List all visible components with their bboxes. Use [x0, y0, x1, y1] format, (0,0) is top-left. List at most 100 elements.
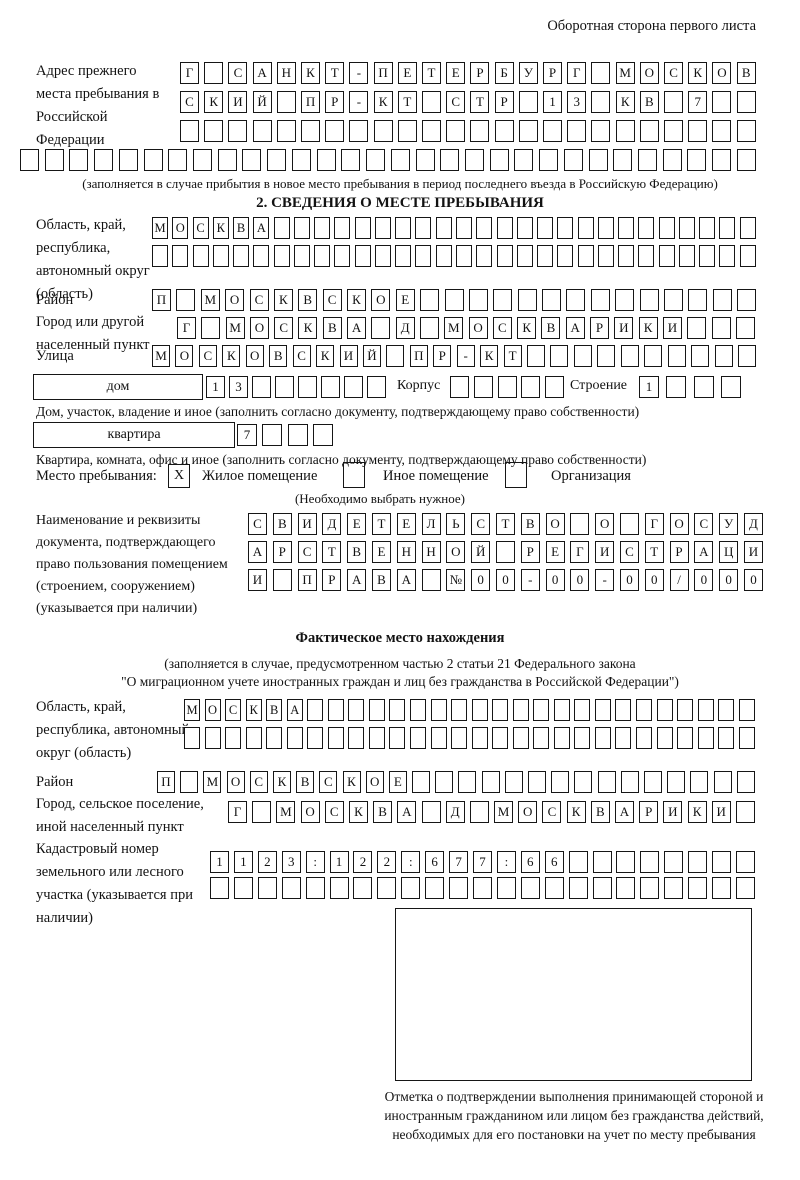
char-box: И [228, 91, 248, 113]
char-box [738, 699, 755, 721]
char-box [316, 149, 336, 171]
char-box: С [249, 771, 268, 793]
char-box [570, 513, 590, 535]
stroenie-label: Строение [570, 378, 628, 393]
char-box: С [249, 289, 269, 311]
char-box: 2 [257, 851, 277, 873]
char-box [504, 771, 523, 793]
char-box [401, 877, 421, 899]
char-box: Е [397, 62, 417, 84]
char-box [276, 120, 296, 142]
char-box [293, 217, 310, 239]
char-box: О [712, 62, 732, 84]
char-box: 1 [210, 851, 229, 873]
char-box [210, 877, 229, 899]
char-box: Н [421, 541, 441, 563]
char-box [616, 851, 636, 873]
char-box [446, 120, 466, 142]
char-box [639, 120, 659, 142]
char-box [298, 376, 317, 398]
char-box [557, 245, 574, 267]
char-box: К [615, 91, 635, 113]
house-caption: Дом, участок, владение и иное (заполнить… [36, 404, 640, 419]
char-box [720, 376, 741, 398]
char-box: В [296, 771, 315, 793]
char-box [252, 120, 272, 142]
prev-address-row-4 [20, 149, 756, 171]
char-box: В [347, 541, 367, 563]
char-box [281, 877, 301, 899]
char-box [551, 771, 570, 793]
char-box [620, 771, 639, 793]
char-box [495, 541, 515, 563]
char-box: Й [252, 91, 272, 113]
char-box [594, 727, 611, 749]
char-box: О [172, 217, 189, 239]
char-box: А [615, 801, 634, 823]
char-box [435, 245, 452, 267]
char-box [471, 699, 488, 721]
char-box [539, 149, 559, 171]
char-box: П [409, 345, 428, 367]
char-box [588, 149, 608, 171]
char-box [44, 149, 64, 171]
char-box [711, 317, 731, 339]
char-box: О [595, 513, 615, 535]
char-box [180, 120, 199, 142]
char-box: У [518, 62, 538, 84]
char-box: К [342, 771, 361, 793]
char-box: Н [276, 62, 296, 84]
char-box: Р [543, 62, 563, 84]
char-box [410, 727, 427, 749]
char-box [275, 376, 294, 398]
prev-address-caption: (заполняется в случае прибытия в новое м… [82, 176, 718, 191]
char-box: О [249, 317, 269, 339]
char-box [327, 727, 344, 749]
char-box [496, 217, 513, 239]
char-box [690, 771, 709, 793]
char-box: В [269, 345, 288, 367]
house-wide-box: дом [33, 374, 203, 400]
stay-note: (Необходимо выбрать нужное) [294, 491, 466, 506]
char-box: 3 [281, 851, 301, 873]
char-box: С [542, 801, 562, 823]
char-box: М [615, 62, 635, 84]
char-box [735, 317, 755, 339]
char-box: 6 [520, 851, 540, 873]
char-box: К [373, 91, 393, 113]
char-box: У [719, 513, 739, 535]
char-box [430, 727, 447, 749]
char-box: С [225, 699, 242, 721]
char-box [591, 62, 611, 84]
char-box [471, 727, 488, 749]
char-box: Т [644, 541, 664, 563]
char-box [253, 245, 270, 267]
char-box [550, 345, 569, 367]
char-box [712, 91, 732, 113]
char-box [212, 245, 229, 267]
char-box: 6 [425, 851, 445, 873]
char-box: Ц [719, 541, 739, 563]
char-box [678, 245, 695, 267]
char-box: Ь [446, 513, 466, 535]
char-box [422, 120, 442, 142]
char-box [470, 120, 490, 142]
char-box [374, 245, 391, 267]
char-box: О [245, 345, 264, 367]
stroenie-row: 1 [639, 376, 741, 398]
char-box: С [180, 91, 199, 113]
char-box [496, 877, 516, 899]
char-box: 0 [471, 569, 491, 591]
char-box: Т [325, 62, 345, 84]
char-box [449, 877, 469, 899]
actual-city-label: Город, сельское поселение, иной населенн… [36, 796, 204, 835]
char-box [421, 801, 441, 823]
char-box [344, 376, 363, 398]
char-box: Й [362, 345, 381, 367]
char-box [516, 217, 533, 239]
char-box: 0 [719, 569, 739, 591]
char-box [468, 289, 488, 311]
char-box: Т [371, 513, 391, 535]
